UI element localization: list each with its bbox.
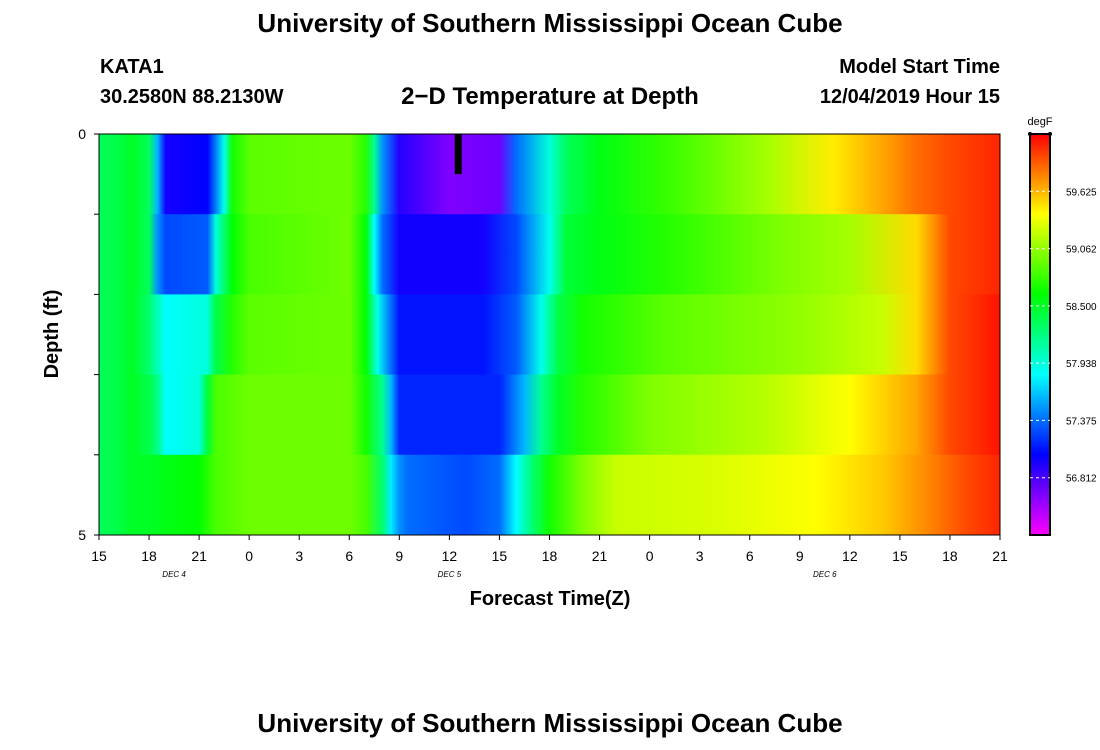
day-label: DEC 4 [162,570,186,579]
x-tick-label: 15 [492,548,508,564]
colorbar-corner-dot [1028,132,1032,136]
x-tick-label: 12 [842,548,858,564]
x-tick-label: 18 [942,548,958,564]
heatmap-rows [99,134,1000,536]
colorbar-tick-label: 58.500 [1066,302,1097,313]
x-axis-title: Forecast Time(Z) [470,588,631,610]
x-tick-label: 9 [796,548,804,564]
y-tick-label: 5 [78,527,86,543]
heatmap-row-depth-0 [99,134,1000,215]
x-tick-label: 0 [245,548,253,564]
heatmap-row-depth-2 [99,294,1000,376]
x-tick-label: 0 [646,548,654,564]
colorbar-tick-label: 59.625 [1066,187,1097,198]
footer-title: University of Southern Mississippi Ocean… [257,708,843,738]
colorbar-tick-label: 57.938 [1066,359,1097,370]
y-axis: 05 [78,126,99,543]
colorbar-tick-label: 57.375 [1066,416,1097,427]
colorbar-unit: degF [1027,116,1052,128]
x-axis: 15 18 21 0 3 6 9 12 15 18 21 0 3 6 9 12 15 18 21 DEC 4 DEC 5… [91,535,1008,579]
colorbar-corner-dot [1048,132,1052,136]
x-tick-label: 9 [395,548,403,564]
day-label: DEC 6 [813,570,837,579]
x-tick-label: 6 [746,548,754,564]
chart-title: 2−D Temperature at Depth [401,83,699,110]
heatmap-row-depth-3 [99,374,1000,456]
colorbar-tick-label: 56.812 [1066,474,1097,485]
page-title: University of Southern Mississippi Ocean… [257,8,843,38]
y-tick-label: 0 [78,126,86,142]
station-coordinates: 30.2580N 88.2130W [100,86,284,108]
colorbar: degF 59.625 59.062 58.500 57.938 57.375 56.812 [1027,116,1097,536]
heatmap-row-depth-4 [99,454,1000,536]
heatmap-row-depth-1 [99,214,1000,295]
y-axis-title: Depth (ft) [41,290,63,379]
x-tick-label: 15 [892,548,908,564]
model-start-value: 12/04/2019 Hour 15 [819,86,1000,108]
x-tick-label: 21 [592,548,608,564]
x-tick-label: 6 [345,548,353,564]
x-tick-label: 18 [141,548,157,564]
x-tick-label: 21 [992,548,1008,564]
x-tick-label: 12 [442,548,458,564]
x-tick-label: 3 [696,548,704,564]
x-tick-label: 18 [542,548,558,564]
current-time-marker [454,134,462,175]
x-tick-label: 15 [91,548,107,564]
colorbar-tick-label: 59.062 [1066,245,1097,256]
model-start-label: Model Start Time [839,56,1000,78]
station-id: KATA1 [100,56,164,78]
colorbar-scale [1029,133,1051,536]
x-tick-label: 3 [295,548,303,564]
x-tick-label: 21 [191,548,207,564]
day-label: DEC 5 [438,570,462,579]
